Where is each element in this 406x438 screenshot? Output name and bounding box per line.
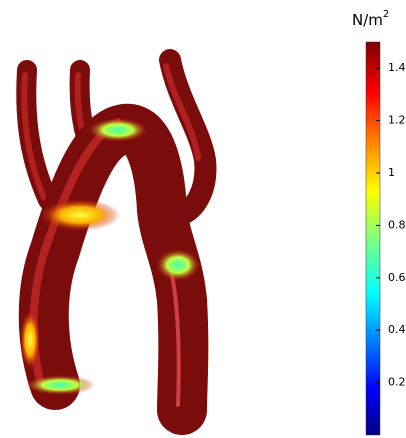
tick-label: 0.8 [388, 218, 406, 231]
unit-exponent: 2 [383, 9, 389, 20]
tick-label: 0.2 [388, 376, 406, 389]
tick-label: 0.6 [388, 271, 406, 284]
unit-base: N/m [352, 11, 383, 29]
unit-label: N/m2 [352, 9, 389, 29]
visualization: N/m2 0.2 0.4 0.6 0.8 1 1.2 1.4 [0, 0, 406, 438]
colorbar-ticks: 0.2 0.4 0.6 0.8 1 1.2 1.4 [376, 61, 406, 388]
tick-label: 1.4 [388, 61, 406, 74]
tick-label: 1 [388, 166, 395, 179]
colorbar [366, 42, 380, 435]
aorta-model [24, 60, 205, 410]
tick-label: 0.4 [388, 323, 406, 336]
tick-label: 1.2 [388, 114, 406, 127]
